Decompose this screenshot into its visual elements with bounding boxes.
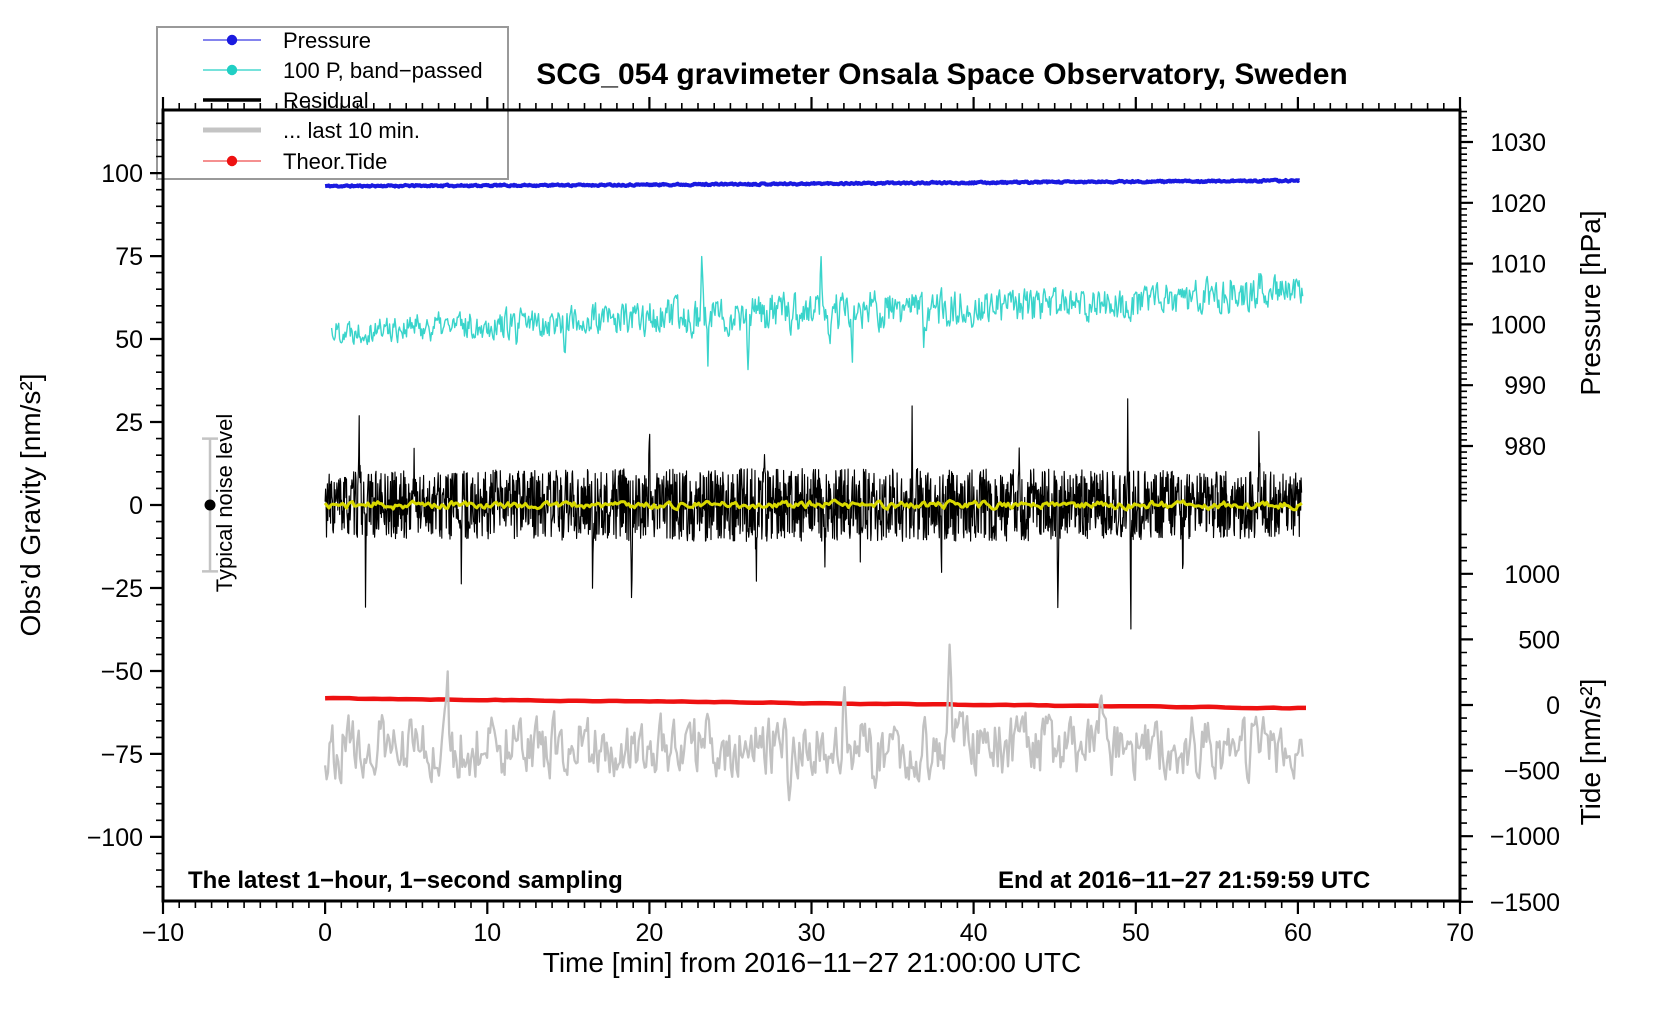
plot-frame: [161, 108, 1462, 903]
y-left-tick-label: −100: [87, 824, 143, 852]
x-tick-label: 30: [798, 919, 826, 947]
x-axis-label: Time [min] from 2016−11−27 21:00:00 UTC: [543, 947, 1082, 978]
series-pressure: [323, 177, 1301, 189]
tide-tick-label: 500: [1518, 626, 1560, 654]
legend-dot-marker: [226, 155, 238, 167]
x-tick-label: 20: [635, 919, 663, 947]
data-series: [323, 177, 1306, 802]
legend-item: ... last 10 min.: [203, 118, 420, 143]
legend-item: 100 P, band−passed: [203, 58, 483, 83]
tide-tick-label: 0: [1546, 692, 1560, 720]
noise-level-label: Typical noise level: [212, 414, 237, 593]
legend-item-label: 100 P, band−passed: [283, 58, 483, 83]
tide-tick-label: 1000: [1504, 561, 1560, 589]
tide-tick-label: −1500: [1490, 889, 1560, 917]
axes: −10 0 10 20 30 40 50 60 701007550250−25−50−75−10…: [87, 97, 1560, 947]
y-right-tide-label: Tide [nm/s²]: [1575, 679, 1606, 826]
legend-dot-marker: [226, 34, 238, 46]
noise-mean-dot: [204, 499, 216, 511]
series-residual: [324, 398, 1303, 630]
series--last-10-min-: [323, 643, 1304, 802]
pressure-tick-label: 1030: [1490, 129, 1546, 157]
legend-item-label: Theor.Tide: [283, 149, 387, 174]
y-right-pressure-label: Pressure [hPa]: [1575, 210, 1606, 395]
y-left-tick-label: 75: [115, 243, 143, 271]
pressure-tick-label: 990: [1504, 372, 1546, 400]
noise-level-marker: [202, 437, 219, 573]
y-left-tick-label: 0: [129, 492, 143, 520]
annotation-sampling-info: The latest 1−hour, 1−second sampling: [188, 867, 623, 894]
x-tick-label: 10: [473, 919, 501, 947]
tide-tick-label: −500: [1504, 758, 1560, 786]
legend-item: Pressure: [203, 28, 371, 53]
x-tick-label: 50: [1122, 919, 1150, 947]
legend-dot-marker: [226, 64, 238, 76]
major-ticks: [150, 97, 1473, 914]
chart-title: SCG_054 gravimeter Onsala Space Observat…: [536, 58, 1348, 91]
x-tick-label: 40: [960, 919, 988, 947]
series-residual-low-passed: [323, 498, 1303, 512]
legend-item-label: ... last 10 min.: [283, 118, 420, 143]
y-left-tick-label: 100: [101, 160, 143, 188]
y-left-tick-label: −25: [101, 575, 143, 603]
y-left-tick-label: −50: [101, 658, 143, 686]
y-left-tick-label: −75: [101, 741, 143, 769]
x-tick-label: 70: [1446, 919, 1474, 947]
annotation-end-time: End at 2016−11−27 21:59:59 UTC: [998, 867, 1370, 894]
tide-tick-label: −1000: [1490, 823, 1560, 851]
x-tick-label: −10: [142, 919, 184, 947]
pressure-tick-label: 980: [1504, 433, 1546, 461]
series-100-p-band-passed: [330, 255, 1304, 371]
legend-box: [156, 26, 509, 180]
y-left-tick-label: 25: [115, 409, 143, 437]
pressure-tick-label: 1010: [1490, 251, 1546, 279]
x-tick-label: 60: [1284, 919, 1312, 947]
x-tick-label: 0: [318, 919, 332, 947]
y-left-axis-label: Obs’d Gravity [nm/s²]: [15, 374, 46, 637]
y-left-tick-label: 50: [115, 326, 143, 354]
pressure-tick-label: 1000: [1490, 311, 1546, 339]
pressure-tick-label: 1020: [1490, 190, 1546, 218]
series-theor-tide: [325, 695, 1306, 711]
legend-item: Theor.Tide: [203, 149, 387, 174]
legend-item-label: Pressure: [283, 28, 371, 53]
